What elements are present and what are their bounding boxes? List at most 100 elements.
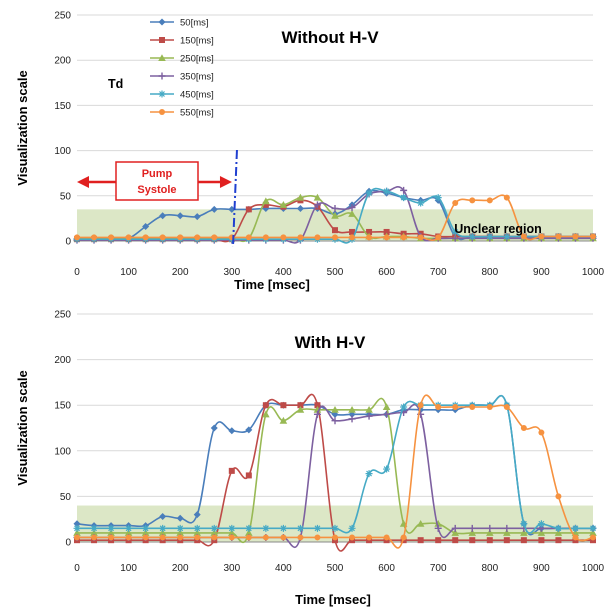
- chart1-legend-swatch-marker: [158, 90, 166, 98]
- chart2-series-1-point: [73, 520, 81, 528]
- chart2-y-tick-label: 100: [54, 446, 71, 457]
- chart2-series-6-point: [469, 404, 476, 411]
- chart1-series-6-point: [125, 234, 132, 241]
- chart1-series-6-point: [142, 234, 149, 241]
- chart2-title: With H-V: [295, 333, 366, 352]
- chart1-series-4-point: [451, 234, 459, 242]
- chart2-series-3-point: [382, 403, 391, 411]
- chart2-series-3-point: [262, 410, 270, 418]
- chart2-series-3-point: [520, 529, 528, 536]
- chart2-series-6-point: [332, 534, 338, 541]
- chart1-series-1-point: [193, 213, 201, 221]
- chart2-series-3-point: [107, 529, 115, 536]
- chart1-series-6-point: [262, 234, 269, 241]
- chart1-series-5-point: [365, 189, 373, 197]
- chart1-series-6-point: [245, 234, 252, 241]
- chart1-series-5-point: [468, 232, 476, 240]
- chart2-x-tick-label: 400: [275, 563, 292, 574]
- chart2-series-1-point: [210, 424, 218, 432]
- pump-arrow-right-head: [219, 176, 232, 188]
- chart2-series-4-point: [503, 524, 511, 532]
- pump-systole-box: [115, 161, 199, 201]
- chart2-series-6-point: [383, 534, 390, 541]
- chart2-series-1-point: [176, 514, 184, 522]
- chart1-x-tick-label: 600: [378, 267, 395, 278]
- chart1-series-4-point: [400, 186, 408, 194]
- chart1-series-5-point: [503, 232, 511, 240]
- chart2-series-2-point: [280, 402, 287, 409]
- chart1-series-3-point: [331, 211, 339, 219]
- chart2-series-3-point: [468, 529, 477, 536]
- chart2-series-2-point: [262, 402, 269, 409]
- chart2-x-tick-label: 300: [223, 563, 240, 574]
- chart1-legend-swatch-marker: [158, 72, 166, 80]
- chart2-series-3-point: [589, 529, 597, 536]
- chart1-y-tick-label: 0: [65, 237, 71, 248]
- chart2-series-3-point: [348, 405, 356, 413]
- chart1-series-2-point: [332, 227, 338, 234]
- chart1-x-tick-label: 1000: [582, 267, 605, 278]
- chart1-x-tick-label: 200: [172, 267, 189, 278]
- unclear-region-label: Unclear region: [454, 222, 542, 236]
- chart2-series-3-point: [451, 529, 460, 536]
- pump-label-line2: Systole: [137, 184, 176, 196]
- chart1-series-2-point: [245, 206, 252, 213]
- chart1-legend-label: 450[ms]: [180, 90, 214, 101]
- chart1-series-6-point: [520, 233, 527, 240]
- chart2-series-3-point: [486, 529, 494, 536]
- chart2-series-4-point: [451, 524, 459, 532]
- chart1-x-tick-label: 700: [430, 267, 447, 278]
- chart1-legend-label: 550[ms]: [180, 108, 214, 119]
- chart2-series-6-point: [297, 534, 304, 541]
- chart2-series-5-point: [537, 520, 545, 528]
- chart2-series-6-point: [417, 402, 424, 409]
- chart2-series-6-point: [486, 404, 493, 411]
- chart1-series-6-point: [332, 234, 338, 241]
- chart1-series-6-point: [383, 234, 390, 241]
- chart1-y-tick-label: 100: [54, 146, 71, 157]
- chart1-series-6-point: [572, 233, 579, 240]
- chart1-x-tick-label: 300: [223, 267, 240, 278]
- chart2-series-1-point: [228, 427, 236, 435]
- chart2-series-6-point: [435, 404, 442, 411]
- chart1-legend-swatch-marker: [159, 37, 165, 43]
- chart1-series-3-point: [279, 201, 288, 208]
- chart2-series-6-point: [159, 534, 166, 541]
- chart1-series-6-point: [452, 200, 459, 207]
- chart1-series-5-point: [417, 199, 425, 207]
- chart2-series-6-point: [228, 534, 235, 541]
- chart1-series-6-point: [177, 234, 184, 241]
- chart1-x-tick-label: 900: [533, 267, 550, 278]
- chart1-series-6-point: [435, 234, 442, 241]
- chart2-series-2-point: [297, 402, 304, 409]
- chart1-series-6-point: [349, 234, 356, 241]
- chart2-series-2-point: [435, 537, 442, 544]
- chart1-series-6-point: [211, 234, 218, 241]
- chart2-x-tick-label: 200: [172, 563, 189, 574]
- chart2-series-5-point: [176, 524, 184, 532]
- chart2-series-5-point: [520, 520, 528, 528]
- chart2-series-4-point: [486, 524, 494, 532]
- chart1-legend-label: 150[ms]: [180, 36, 214, 47]
- chart1-series-5-point: [451, 228, 459, 236]
- chart2-series-1-point: [245, 426, 253, 434]
- chart2-series-5-point: [159, 524, 167, 532]
- chart2-series-3-point: [228, 529, 236, 536]
- chart1-series-6-point: [555, 233, 562, 240]
- chart2-series-5-point: [571, 524, 579, 532]
- chart2-series-3-point: [176, 529, 184, 536]
- chart2-series-6-point: [211, 534, 218, 541]
- chart2-series-5-point: [107, 524, 115, 532]
- chart2-series-6-point: [555, 493, 562, 500]
- chart2-series-4-point: [468, 524, 476, 532]
- chart1-x-axis-label: Time [msec]: [234, 277, 310, 292]
- chart2-y-axis-label: Visualization scale: [15, 370, 30, 485]
- chart1-series-6-point: [159, 234, 166, 241]
- chart2-series-3-point: [210, 529, 219, 536]
- chart2-x-tick-label: 100: [120, 563, 137, 574]
- chart2-series-2-point: [503, 537, 510, 544]
- chart1-y-tick-label: 200: [54, 56, 71, 67]
- chart2-series-5-point: [245, 524, 253, 532]
- chart1-series-2-point: [349, 228, 356, 235]
